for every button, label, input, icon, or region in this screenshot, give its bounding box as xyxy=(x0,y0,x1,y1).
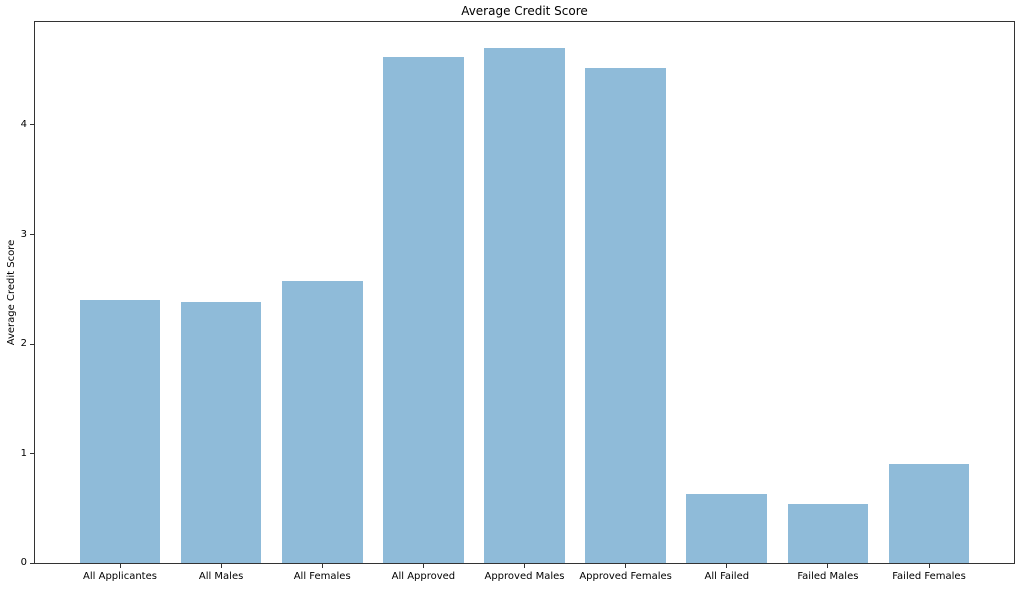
plot-area: All Applicantes All Males All Females All A… xyxy=(21,21,1015,582)
x-tick-mark xyxy=(524,564,525,568)
bar-4 xyxy=(484,48,565,563)
bar-5 xyxy=(585,68,667,563)
bar-0 xyxy=(79,300,161,563)
x-tick-label: All Females xyxy=(293,571,351,582)
bar-6 xyxy=(686,494,768,563)
x-tick-label: All Males xyxy=(198,571,244,582)
y-tick-mark xyxy=(30,453,34,454)
y-tick-mark xyxy=(30,234,34,235)
x-tick-mark xyxy=(928,564,930,568)
bar-2 xyxy=(281,280,363,563)
x-tick-label: Approved Males xyxy=(484,571,565,582)
x-tick-label: Failed Females xyxy=(892,571,966,582)
bar-3 xyxy=(382,57,464,563)
x-tick-label: All Applicantes xyxy=(83,571,157,582)
x-tick-mark xyxy=(321,564,323,568)
y-tick-mark xyxy=(30,562,34,564)
y-axis-label: Average Credit Score xyxy=(6,239,17,346)
y-tick-label: 4 xyxy=(20,118,27,130)
bar-7 xyxy=(787,503,869,563)
x-tick-label: All Approved xyxy=(391,571,456,582)
x-tick-mark xyxy=(625,564,627,568)
x-tick-label: All Failed xyxy=(704,571,750,582)
x-tick-label: Approved Females xyxy=(579,571,672,582)
x-tick-mark xyxy=(726,564,728,568)
bar-1 xyxy=(180,302,262,563)
y-tick-label: 0 xyxy=(20,557,27,568)
chart-title: Average Credit Score xyxy=(461,4,588,18)
y-tick-mark xyxy=(30,343,34,345)
y-tick-label: 1 xyxy=(20,447,27,459)
x-tick-mark xyxy=(827,564,829,568)
y-tick-label: 2 xyxy=(20,338,27,349)
x-tick-mark xyxy=(422,564,424,568)
bar-8 xyxy=(888,464,970,563)
y-tick-mark xyxy=(30,124,34,126)
y-tick-label: 3 xyxy=(20,228,27,240)
x-tick-label: Failed Males xyxy=(797,571,859,582)
x-tick-mark xyxy=(220,564,222,568)
x-tick-mark xyxy=(119,564,121,568)
